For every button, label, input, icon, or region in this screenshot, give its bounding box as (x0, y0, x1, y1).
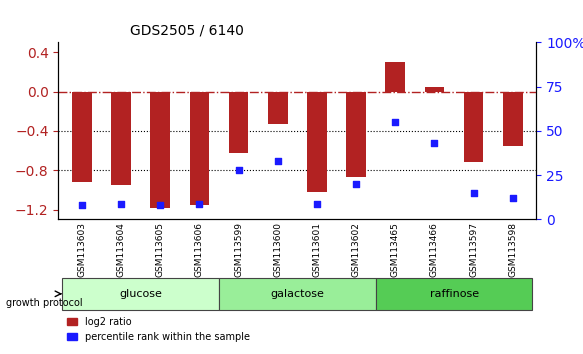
Text: growth protocol: growth protocol (6, 298, 82, 308)
Text: GSM113597: GSM113597 (469, 222, 478, 277)
Text: glucose: glucose (119, 289, 162, 299)
Text: GSM113606: GSM113606 (195, 222, 204, 277)
Bar (72, 92, 92, 182)
Bar (346, 92, 366, 177)
Bar (150, 92, 170, 208)
Text: GSM113465: GSM113465 (391, 222, 400, 277)
Bar (464, 92, 483, 162)
Text: GSM113600: GSM113600 (273, 222, 282, 277)
Bar (385, 62, 405, 92)
Text: GSM113598: GSM113598 (508, 222, 517, 277)
Point (234, 167, 243, 173)
Bar (111, 92, 131, 185)
Point (312, 201, 322, 206)
Bar (229, 92, 248, 153)
Point (469, 190, 478, 196)
Point (117, 201, 126, 206)
Bar (503, 92, 522, 146)
Bar (307, 92, 326, 192)
Point (352, 181, 361, 187)
Point (508, 195, 518, 201)
Bar (189, 92, 209, 205)
Legend: log2 ratio, percentile rank within the sample: log2 ratio, percentile rank within the s… (63, 313, 254, 346)
Text: GSM113601: GSM113601 (312, 222, 321, 277)
Point (195, 201, 204, 206)
Bar (424, 87, 444, 92)
Bar (268, 92, 287, 124)
Text: GSM113602: GSM113602 (352, 222, 361, 277)
Text: galactose: galactose (271, 289, 324, 299)
Text: GSM113604: GSM113604 (117, 222, 125, 277)
Text: GSM113605: GSM113605 (156, 222, 164, 277)
Point (156, 202, 165, 208)
Text: GDS2505 / 6140: GDS2505 / 6140 (130, 23, 244, 37)
Point (77, 202, 86, 208)
FancyBboxPatch shape (219, 278, 375, 310)
Point (391, 119, 400, 125)
Text: GSM113599: GSM113599 (234, 222, 243, 277)
FancyBboxPatch shape (62, 278, 219, 310)
Text: raffinose: raffinose (430, 289, 479, 299)
Point (430, 141, 439, 146)
FancyBboxPatch shape (375, 278, 532, 310)
Text: GSM113603: GSM113603 (78, 222, 86, 277)
Point (273, 158, 282, 164)
Text: GSM113466: GSM113466 (430, 222, 439, 277)
